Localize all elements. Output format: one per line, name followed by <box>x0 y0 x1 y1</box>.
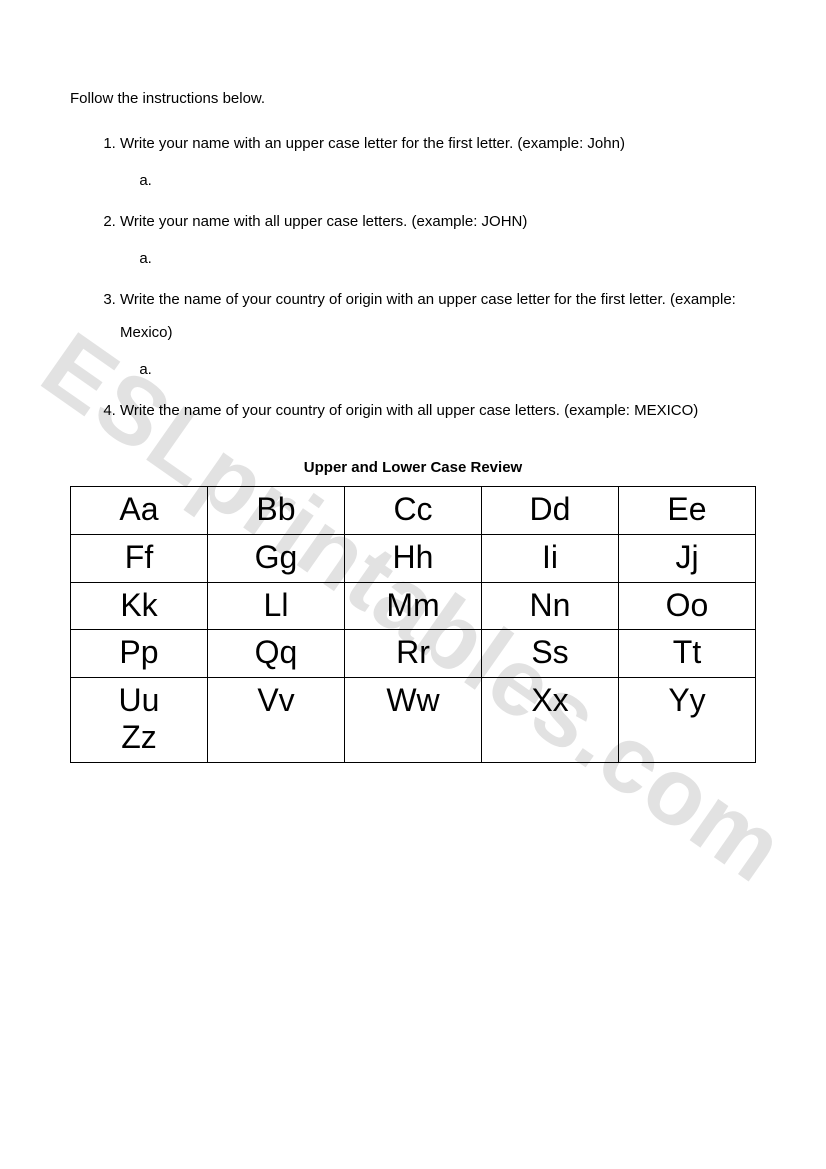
cell-line: Xx <box>484 682 616 719</box>
alphabet-cell: Vv <box>208 678 345 763</box>
alphabet-cell: Ss <box>482 630 619 678</box>
alphabet-cell: Mm <box>345 582 482 630</box>
cell-line: Nn <box>484 587 616 624</box>
cell-line: Dd <box>484 491 616 528</box>
cell-line: Zz <box>73 719 205 756</box>
alphabet-cell: Ee <box>619 487 756 535</box>
alphabet-cell: UuZz <box>71 678 208 763</box>
table-title: Upper and Lower Case Review <box>70 459 756 476</box>
alphabet-cell: Yy <box>619 678 756 763</box>
instruction-list: Write your name with an upper case lette… <box>70 127 756 427</box>
alphabet-cell: Oo <box>619 582 756 630</box>
content-wrapper: Follow the instructions below. Write you… <box>70 90 756 763</box>
alphabet-cell: Ff <box>71 534 208 582</box>
cell-line: Yy <box>621 682 753 719</box>
worksheet-page: ESLprintables.com Follow the instruction… <box>0 0 826 1169</box>
alphabet-cell: Rr <box>345 630 482 678</box>
table-row: PpQqRrSsTt <box>71 630 756 678</box>
instruction-item: Write the name of your country of origin… <box>120 283 756 386</box>
cell-line: Vv <box>210 682 342 719</box>
instruction-text: Write your name with an upper case lette… <box>120 135 625 152</box>
table-row: AaBbCcDdEe <box>71 487 756 535</box>
cell-line: Ll <box>210 587 342 624</box>
alphabet-cell: Ii <box>482 534 619 582</box>
answer-line <box>156 353 756 386</box>
alphabet-cell: Qq <box>208 630 345 678</box>
cell-line: Hh <box>347 539 479 576</box>
cell-line: Rr <box>347 634 479 671</box>
cell-line: Mm <box>347 587 479 624</box>
alphabet-cell: Bb <box>208 487 345 535</box>
instruction-text: Write your name with all upper case lett… <box>120 213 527 230</box>
cell-line: Cc <box>347 491 479 528</box>
instruction-item: Write your name with all upper case lett… <box>120 205 756 275</box>
cell-line: Ee <box>621 491 753 528</box>
cell-line: Gg <box>210 539 342 576</box>
alphabet-cell: Hh <box>345 534 482 582</box>
alphabet-cell: Pp <box>71 630 208 678</box>
alphabet-cell: Aa <box>71 487 208 535</box>
cell-line: Oo <box>621 587 753 624</box>
alphabet-cell: Dd <box>482 487 619 535</box>
alphabet-cell: Tt <box>619 630 756 678</box>
alphabet-cell: Ww <box>345 678 482 763</box>
cell-line: Tt <box>621 634 753 671</box>
cell-line: Ww <box>347 682 479 719</box>
instruction-item: Write the name of your country of origin… <box>120 394 756 427</box>
cell-line: Uu <box>73 682 205 719</box>
answer-sublist <box>120 164 756 197</box>
cell-line: Pp <box>73 634 205 671</box>
cell-line: Jj <box>621 539 753 576</box>
cell-line: Ii <box>484 539 616 576</box>
cell-line: Aa <box>73 491 205 528</box>
alphabet-cell: Cc <box>345 487 482 535</box>
table-row: KkLlMmNnOo <box>71 582 756 630</box>
intro-text: Follow the instructions below. <box>70 90 756 107</box>
table-row: FfGgHhIiJj <box>71 534 756 582</box>
alphabet-cell: Kk <box>71 582 208 630</box>
answer-sublist <box>120 242 756 275</box>
answer-line <box>156 164 756 197</box>
table-row: UuZzVvWwXxYy <box>71 678 756 763</box>
cell-line: Ff <box>73 539 205 576</box>
alphabet-cell: Jj <box>619 534 756 582</box>
answer-line <box>156 242 756 275</box>
cell-line: Kk <box>73 587 205 624</box>
instruction-text: Write the name of your country of origin… <box>120 291 736 341</box>
alphabet-cell: Nn <box>482 582 619 630</box>
cell-line: Bb <box>210 491 342 528</box>
alphabet-cell: Ll <box>208 582 345 630</box>
answer-sublist <box>120 353 756 386</box>
instruction-text: Write the name of your country of origin… <box>120 402 698 419</box>
alphabet-cell: Gg <box>208 534 345 582</box>
alphabet-table: AaBbCcDdEeFfGgHhIiJjKkLlMmNnOoPpQqRrSsTt… <box>70 486 756 763</box>
alphabet-cell: Xx <box>482 678 619 763</box>
cell-line: Ss <box>484 634 616 671</box>
instruction-item: Write your name with an upper case lette… <box>120 127 756 197</box>
cell-line: Qq <box>210 634 342 671</box>
